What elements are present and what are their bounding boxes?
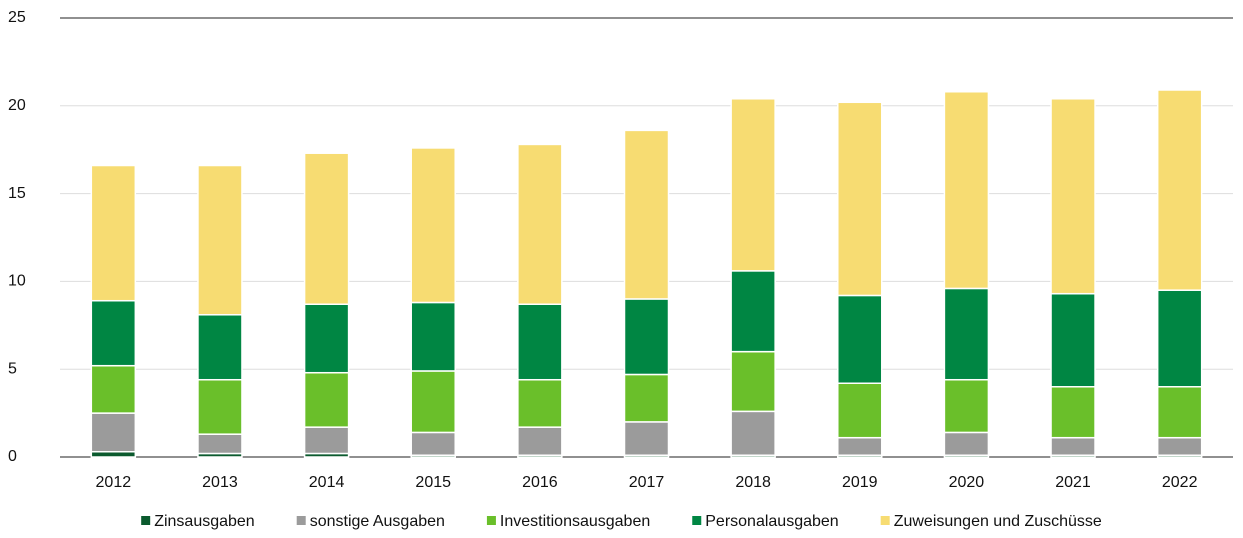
bar-segment: [943, 431, 990, 456]
bar-segment: [197, 164, 243, 316]
bar-segment: [303, 371, 350, 428]
legend-label: Investitionsausgaben: [500, 513, 650, 530]
legend-swatch: [486, 516, 496, 525]
bar-segment: [1050, 436, 1096, 456]
y-tick-label: 5: [8, 360, 17, 377]
bar-segment: [517, 303, 563, 381]
y-tick-label: 0: [8, 448, 17, 465]
bar-segment: [837, 101, 883, 297]
bar-segment: [1156, 386, 1203, 439]
x-tick-label: 2016: [522, 474, 558, 491]
bar-segment: [517, 143, 563, 305]
legend-swatch: [141, 516, 151, 525]
bar-segment: [943, 91, 990, 290]
bar-segment: [623, 129, 670, 300]
x-tick-label: 2014: [309, 474, 345, 491]
bar-segment: [90, 299, 137, 367]
bar-segment: [730, 410, 776, 456]
bar-segment: [1156, 436, 1203, 456]
bar-segment: [197, 433, 243, 455]
bar-segment: [623, 421, 670, 456]
bar-segment: [410, 431, 456, 456]
bar-segment: [517, 378, 563, 428]
bar-segment: [410, 147, 456, 304]
bar-segment: [943, 287, 990, 381]
bar-segment: [623, 298, 670, 376]
bar-segment: [303, 303, 350, 374]
bar-segment: [197, 378, 243, 435]
bar-segment: [943, 378, 990, 434]
bar-segment: [730, 98, 776, 272]
bar-segment: [1050, 292, 1096, 388]
legend-swatch: [296, 516, 306, 525]
x-tick-label: 2020: [949, 474, 985, 491]
legend-label: Zinsausgaben: [154, 513, 255, 530]
bar-segment: [197, 314, 243, 381]
legend-label: Personalausgaben: [705, 513, 838, 530]
bar-segment: [1050, 98, 1096, 295]
bar-segment: [90, 364, 137, 414]
bar-segment: [730, 270, 776, 353]
bar-segment: [90, 450, 137, 458]
bar-segment: [90, 164, 137, 302]
y-tick-label: 15: [8, 185, 26, 202]
legend-label: Zuweisungen und Zuschüsse: [894, 513, 1102, 530]
bar-segment: [837, 436, 883, 456]
legend-label: sonstige Ausgaben: [310, 513, 445, 530]
bar-segment: [303, 152, 350, 305]
x-tick-label: 2015: [415, 474, 451, 491]
bar-segment: [90, 412, 137, 453]
x-tick-label: 2018: [735, 474, 771, 491]
bar-segment: [730, 350, 776, 413]
bar-segment: [1050, 386, 1096, 439]
legend-swatch: [692, 516, 702, 525]
x-tick-label: 2021: [1055, 474, 1091, 491]
bar-segment: [410, 370, 456, 434]
bar-segment: [1156, 89, 1203, 291]
legend-swatch: [880, 516, 890, 525]
y-tick-label: 25: [8, 9, 26, 26]
x-tick-label: 2019: [842, 474, 878, 491]
bar-segment: [303, 426, 350, 455]
bar-segment: [837, 294, 883, 384]
x-tick-label: 2012: [96, 474, 132, 491]
bar-segment: [410, 301, 456, 372]
y-tick-label: 10: [8, 273, 26, 290]
bar-segment: [1156, 289, 1203, 388]
bar-segment: [623, 373, 670, 423]
y-tick-label: 20: [8, 97, 26, 114]
bar-segment: [837, 382, 883, 439]
bar-segment: [517, 426, 563, 456]
x-tick-label: 2022: [1162, 474, 1198, 491]
x-tick-label: 2017: [629, 474, 665, 491]
x-tick-label: 2013: [202, 474, 238, 491]
